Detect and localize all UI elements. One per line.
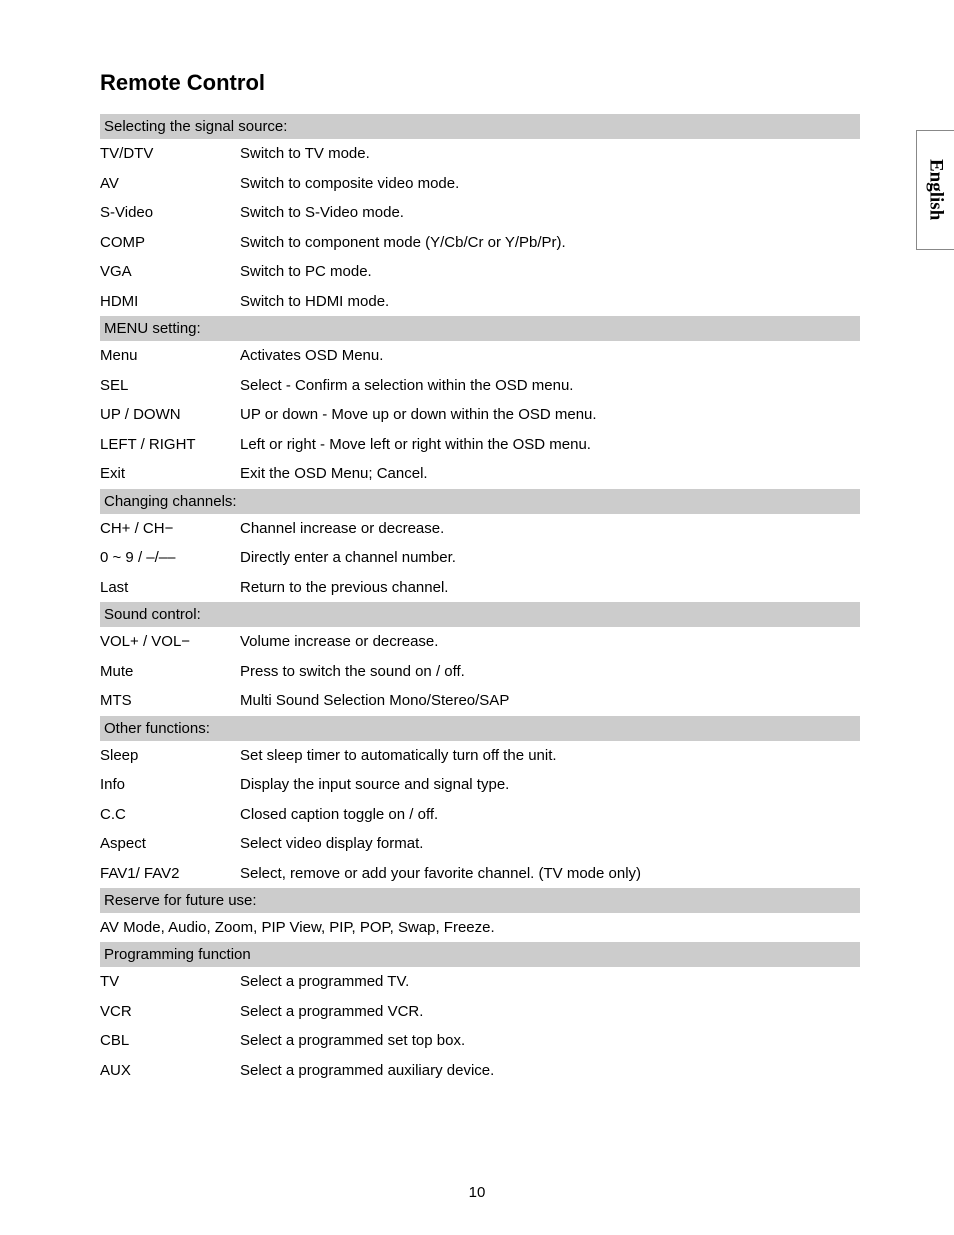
page-number: 10 xyxy=(0,1184,954,1201)
row-label: Exit xyxy=(100,464,240,484)
table-row: VCRSelect a programmed VCR. xyxy=(100,997,860,1027)
row-label: Mute xyxy=(100,662,240,682)
row-description: Set sleep timer to automatically turn of… xyxy=(240,746,860,766)
row-description: Select, remove or add your favorite chan… xyxy=(240,864,860,884)
row-label: Aspect xyxy=(100,834,240,854)
row-label: MTS xyxy=(100,691,240,711)
row-description: Switch to TV mode. xyxy=(240,144,860,164)
table-row: VOL+ / VOL−Volume increase or decrease. xyxy=(100,627,860,657)
section-header: Sound control: xyxy=(100,602,860,627)
row-description: Directly enter a channel number. xyxy=(240,548,860,568)
row-label: TV xyxy=(100,972,240,992)
row-label: C.C xyxy=(100,805,240,825)
row-label: VGA xyxy=(100,262,240,282)
row-label: LEFT / RIGHT xyxy=(100,435,240,455)
row-description: Switch to composite video mode. xyxy=(240,174,860,194)
section-header: MENU setting: xyxy=(100,316,860,341)
section-header: Other functions: xyxy=(100,716,860,741)
row-description: Select a programmed VCR. xyxy=(240,1002,860,1022)
table-row: 0 ~ 9 / –/––Directly enter a channel num… xyxy=(100,543,860,573)
remote-control-table: Selecting the signal source:TV/DTVSwitch… xyxy=(100,114,860,1085)
table-row: LEFT / RIGHTLeft or right - Move left or… xyxy=(100,430,860,460)
row-label: HDMI xyxy=(100,292,240,312)
section-header: Changing channels: xyxy=(100,489,860,514)
table-row: SleepSet sleep timer to automatically tu… xyxy=(100,741,860,771)
table-row: MenuActivates OSD Menu. xyxy=(100,341,860,371)
table-row: COMPSwitch to component mode (Y/Cb/Cr or… xyxy=(100,228,860,258)
row-label: Menu xyxy=(100,346,240,366)
section-header: Programming function xyxy=(100,942,860,967)
row-label: CH+ / CH− xyxy=(100,519,240,539)
row-label: FAV1/ FAV2 xyxy=(100,864,240,884)
row-description: Display the input source and signal type… xyxy=(240,775,860,795)
row-label: TV/DTV xyxy=(100,144,240,164)
row-label: VCR xyxy=(100,1002,240,1022)
table-row: LastReturn to the previous channel. xyxy=(100,573,860,603)
table-row: S-VideoSwitch to S-Video mode. xyxy=(100,198,860,228)
row-label: COMP xyxy=(100,233,240,253)
table-row: TVSelect a programmed TV. xyxy=(100,967,860,997)
row-description: Channel increase or decrease. xyxy=(240,519,860,539)
row-description: Multi Sound Selection Mono/Stereo/SAP xyxy=(240,691,860,711)
row-description: Press to switch the sound on / off. xyxy=(240,662,860,682)
table-row: CH+ / CH−Channel increase or decrease. xyxy=(100,514,860,544)
table-row: FAV1/ FAV2Select, remove or add your fav… xyxy=(100,859,860,889)
row-description: Return to the previous channel. xyxy=(240,578,860,598)
row-description: UP or down - Move up or down within the … xyxy=(240,405,860,425)
table-row: SELSelect - Confirm a selection within t… xyxy=(100,371,860,401)
table-row: TV/DTVSwitch to TV mode. xyxy=(100,139,860,169)
row-label: 0 ~ 9 / –/–– xyxy=(100,548,240,568)
section-header: Selecting the signal source: xyxy=(100,114,860,139)
table-row: MutePress to switch the sound on / off. xyxy=(100,657,860,687)
page-title: Remote Control xyxy=(100,70,894,96)
row-description: Select a programmed TV. xyxy=(240,972,860,992)
row-description: Select video display format. xyxy=(240,834,860,854)
table-row: InfoDisplay the input source and signal … xyxy=(100,770,860,800)
table-row: UP / DOWNUP or down - Move up or down wi… xyxy=(100,400,860,430)
row-label: S-Video xyxy=(100,203,240,223)
row-label: Last xyxy=(100,578,240,598)
row-label: Sleep xyxy=(100,746,240,766)
table-row: C.CClosed caption toggle on / off. xyxy=(100,800,860,830)
row-description: Closed caption toggle on / off. xyxy=(240,805,860,825)
table-row: ExitExit the OSD Menu; Cancel. xyxy=(100,459,860,489)
language-tab-label: English xyxy=(925,159,947,220)
table-row: HDMISwitch to HDMI mode. xyxy=(100,287,860,317)
row-label: UP / DOWN xyxy=(100,405,240,425)
row-description: Switch to S-Video mode. xyxy=(240,203,860,223)
row-label: Info xyxy=(100,775,240,795)
row-description: Select a programmed auxiliary device. xyxy=(240,1061,860,1081)
table-row: MTSMulti Sound Selection Mono/Stereo/SAP xyxy=(100,686,860,716)
row-description: Exit the OSD Menu; Cancel. xyxy=(240,464,860,484)
row-description: Switch to PC mode. xyxy=(240,262,860,282)
row-description: Select - Confirm a selection within the … xyxy=(240,376,860,396)
row-description: Left or right - Move left or right withi… xyxy=(240,435,860,455)
full-width-row: AV Mode, Audio, Zoom, PIP View, PIP, POP… xyxy=(100,913,860,942)
table-row: AspectSelect video display format. xyxy=(100,829,860,859)
table-row: AUXSelect a programmed auxiliary device. xyxy=(100,1056,860,1086)
section-header: Reserve for future use: xyxy=(100,888,860,913)
row-label: SEL xyxy=(100,376,240,396)
row-description: Select a programmed set top box. xyxy=(240,1031,860,1051)
row-label: AV xyxy=(100,174,240,194)
row-description: Volume increase or decrease. xyxy=(240,632,860,652)
row-label: AUX xyxy=(100,1061,240,1081)
table-row: CBLSelect a programmed set top box. xyxy=(100,1026,860,1056)
table-row: VGASwitch to PC mode. xyxy=(100,257,860,287)
table-row: AVSwitch to composite video mode. xyxy=(100,169,860,199)
row-description: Switch to HDMI mode. xyxy=(240,292,860,312)
row-label: VOL+ / VOL− xyxy=(100,632,240,652)
row-description: Activates OSD Menu. xyxy=(240,346,860,366)
row-description: Switch to component mode (Y/Cb/Cr or Y/P… xyxy=(240,233,860,253)
row-label: CBL xyxy=(100,1031,240,1051)
language-tab: English xyxy=(916,130,954,250)
